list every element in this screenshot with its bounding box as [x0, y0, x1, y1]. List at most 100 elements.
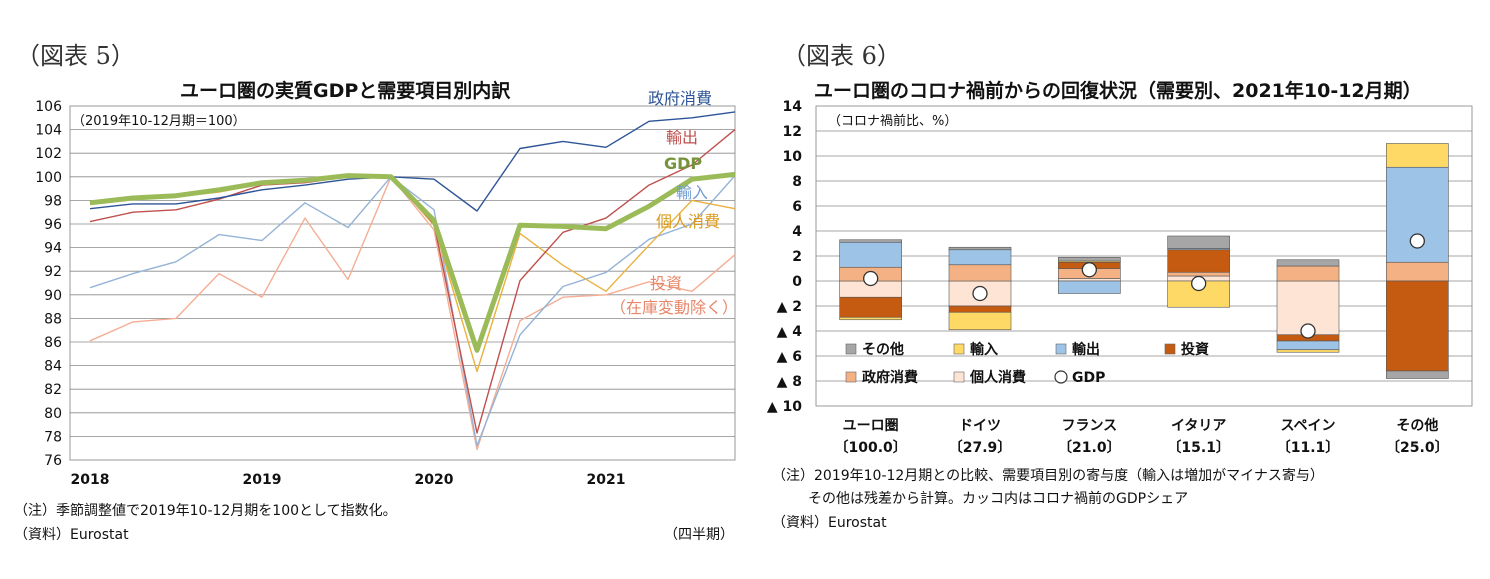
- y-tick-label: 88: [44, 311, 62, 327]
- figure-label-6: （図表 6）: [782, 42, 901, 70]
- legend-label-4: 政府消費: [862, 369, 918, 386]
- y-tick-label: 80: [44, 406, 62, 422]
- bar-segment-1-2: [948, 305, 1012, 313]
- y-tick-label: 96: [44, 217, 62, 233]
- y-tick-label: 6: [792, 199, 802, 215]
- figure-label-5: （図表 5）: [16, 42, 135, 70]
- series-label-imports: 輸入: [676, 183, 708, 202]
- y-tick-label: 104: [35, 123, 62, 139]
- bar-segment-0-4: [839, 316, 902, 321]
- y-tick-label: 10: [783, 149, 803, 165]
- gdp-marker-2: [1081, 262, 1097, 278]
- bar-segment-0-3: [839, 241, 902, 268]
- bar-segment-1-3: [948, 249, 1012, 266]
- series-line-5: [89, 176, 736, 451]
- y-tick-label: 76: [44, 453, 62, 469]
- bar-segment-1-5: [948, 246, 1012, 251]
- bar-segment-0-2: [839, 296, 902, 318]
- series-label-consumption: 個人消費: [656, 212, 720, 231]
- bar-segment-0-5: [839, 239, 902, 243]
- gdp-marker-4: [1300, 323, 1316, 339]
- x-tick-label: 2021: [587, 472, 626, 488]
- bar-segment-1-1: [948, 264, 1012, 282]
- bar-chart-source: （資料）Eurostat: [772, 515, 887, 531]
- y-tick-label: ▲ 6: [777, 349, 802, 365]
- series-label-investment-note: （在庫変動除く）: [610, 298, 738, 317]
- bar-segment-3-1: [1167, 271, 1230, 277]
- y-tick-label: 86: [44, 335, 62, 351]
- x-tick-label: 2019: [243, 472, 282, 488]
- y-tick-label: 14: [783, 99, 803, 115]
- category-share: 〔11.1〕: [1277, 440, 1340, 456]
- bar-segment-4-3: [1276, 340, 1340, 351]
- line-chart-source: （資料）Eurostat: [14, 527, 129, 543]
- legend-label-3: 投資: [1181, 341, 1209, 358]
- y-tick-label: 92: [44, 264, 62, 280]
- category-share: 〔27.9〕: [949, 440, 1012, 456]
- series-label-gov: 政府消費: [648, 89, 712, 108]
- x-tick-label: 2020: [415, 472, 454, 488]
- line-chart-unit-note: （2019年10-12月期＝100）: [72, 114, 246, 129]
- bar-chart-unit-note: （コロナ禍前比、%）: [828, 114, 958, 129]
- bar-chart-title: ユーロ圏のコロナ禍前からの回復状況（需要別、2021年10-12月期）: [814, 80, 1422, 102]
- legend-label-0: その他: [862, 341, 904, 358]
- legend-label-2: 輸出: [1072, 341, 1100, 358]
- gdp-marker-1: [972, 285, 988, 302]
- y-tick-label: 12: [783, 124, 802, 140]
- y-tick-label: ▲ 8: [777, 374, 802, 390]
- series-label-exports: 輸出: [666, 128, 698, 147]
- y-tick-label: 100: [35, 170, 62, 186]
- legend-swatch-1: [953, 343, 965, 355]
- bar-chart: 14 12 10 8 6 4 2 0 ▲ 2 ▲ 4 ▲ 6 ▲ 8 ▲ 10 ユーロ圏〔100.0〕 ドイ…: [767, 99, 1473, 456]
- category-share: 〔21.0〕: [1058, 440, 1121, 456]
- category-label: ユーロ圏: [843, 418, 899, 434]
- y-tick-label: 90: [44, 288, 62, 304]
- legend-label-6: GDP: [1072, 370, 1105, 386]
- line-chart: 106 104 102 100 98 96 94 92 90 88 86 84 82 80 78 76 2018…: [35, 89, 738, 488]
- category-label: スペイン: [1280, 418, 1335, 434]
- line-chart-title: ユーロ圏の実質GDPと需要項目別内訳: [180, 80, 511, 102]
- bar-segment-4-5: [1276, 259, 1340, 267]
- y-tick-label: 2: [792, 249, 802, 265]
- bar-segment-5-4: [1386, 143, 1449, 168]
- series-line-3: [89, 175, 736, 447]
- y-tick-label: 94: [44, 241, 62, 257]
- series-label-investment: 投資: [650, 274, 682, 293]
- y-tick-label: 82: [44, 382, 62, 398]
- category-label: フランス: [1061, 418, 1117, 434]
- series-line-0: [89, 111, 736, 212]
- gdp-marker-0: [863, 270, 879, 287]
- y-tick-label: ▲ 2: [777, 299, 802, 315]
- y-tick-label: 98: [44, 193, 62, 209]
- series-line-1: [89, 129, 736, 434]
- legend-label-1: 輸入: [970, 341, 998, 358]
- legend-swatch-5: [953, 371, 965, 383]
- category-label: ドイツ: [959, 418, 1001, 434]
- y-tick-label: 8: [792, 174, 802, 190]
- line-chart-note: （注）季節調整値で2019年10-12月期を100として指数化。: [14, 503, 397, 519]
- y-tick-label: 0: [792, 274, 802, 290]
- category-share: 〔25.0〕: [1386, 440, 1449, 456]
- y-tick-label: 102: [35, 146, 62, 162]
- bar-segment-2-3: [1058, 280, 1121, 294]
- y-tick-label: 106: [35, 99, 62, 115]
- legend-swatch-4: [845, 371, 857, 383]
- bar-chart-note-1: （注）2019年10-12月期との比較、需要項目別の寄与度（輸入は増加がマイナス…: [772, 468, 1324, 484]
- bar-segment-5-2: [1386, 280, 1449, 372]
- category-share: 〔15.1〕: [1167, 440, 1230, 456]
- bar-segment-4-1: [1276, 265, 1340, 282]
- y-tick-label: 78: [44, 429, 62, 445]
- bar-segment-2-0: [1058, 278, 1121, 282]
- series-label-gdp: GDP: [664, 154, 702, 173]
- bar-segment-2-5: [1058, 256, 1121, 262]
- y-tick-label: 84: [44, 359, 62, 375]
- legend-swatch-3: [1164, 343, 1176, 355]
- bar-chart-note-2: その他は残差から計算。カッコ内はコロナ禍前のGDPシェア: [808, 491, 1189, 507]
- legend-swatch-2: [1055, 343, 1067, 355]
- y-tick-label: 4: [792, 224, 802, 240]
- bar-segment-4-4: [1276, 349, 1340, 353]
- bar-segment-3-2: [1167, 249, 1230, 273]
- gdp-marker-3: [1191, 275, 1207, 292]
- x-tick-label: 2018: [71, 472, 110, 488]
- bar-segment-5-5: [1386, 370, 1449, 379]
